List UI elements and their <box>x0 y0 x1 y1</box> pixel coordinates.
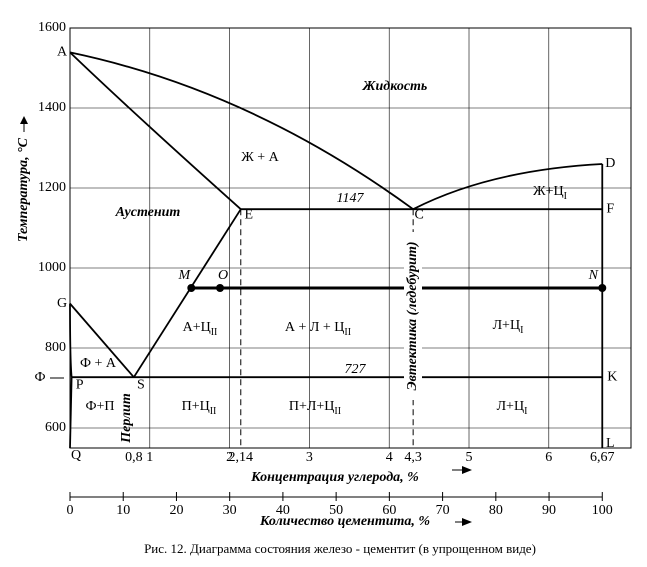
region-label: Ж+ЦI <box>533 184 567 202</box>
region-text: Ж+Ц <box>533 184 564 199</box>
arrow-head <box>20 116 28 124</box>
region-subscript: II <box>334 406 341 417</box>
rotated-label: Эвтектика (ледебурит) <box>405 242 420 391</box>
point-label: S <box>137 377 145 392</box>
x-tick-label: 4 <box>386 450 393 465</box>
x-tick-label: 4,3 <box>404 450 422 465</box>
x-tick-label: 6 <box>545 450 552 465</box>
x2-tick-label: 80 <box>489 503 503 518</box>
arrow-head <box>462 518 472 526</box>
region-text: Ф+П <box>85 399 114 414</box>
region-text: Аустенит <box>115 205 181 220</box>
region-text: П+Ц <box>182 399 210 414</box>
region-label: Ж + А <box>241 150 279 165</box>
point-label: O <box>218 268 228 283</box>
x2-tick-label: 20 <box>169 503 183 518</box>
region-text: Л+Ц <box>493 318 521 333</box>
point-label: G <box>57 296 67 311</box>
y-tick-label: 1600 <box>38 20 66 35</box>
point-label: L <box>606 436 615 451</box>
region-text: Ф <box>34 370 45 385</box>
phase-curve <box>69 51 242 210</box>
x-tick-label: 0,8 <box>125 450 143 465</box>
region-label: Л+ЦI <box>497 399 528 417</box>
region-subscript: II <box>210 406 217 417</box>
arrow-head <box>462 466 472 474</box>
phase-line <box>69 303 135 378</box>
point-label: K <box>607 369 617 384</box>
phase-curve <box>69 303 73 378</box>
point-label: F <box>606 201 614 216</box>
point-label: P <box>76 377 84 392</box>
x2-tick-label: 60 <box>382 503 396 518</box>
phase-curve <box>412 163 603 211</box>
x2-tick-label: 100 <box>592 503 613 518</box>
x-tick-label: 1 <box>146 450 153 465</box>
region-subscript: II <box>344 327 351 338</box>
point-label: C <box>414 207 423 222</box>
x2-tick-label: 10 <box>116 503 130 518</box>
temperature-label: 1147 <box>337 191 365 206</box>
region-label: Ф <box>34 370 45 385</box>
point-dot <box>598 284 607 292</box>
point-label: D <box>605 156 615 171</box>
phase-line <box>69 377 73 449</box>
region-label: П+Л+ЦII <box>289 399 341 417</box>
region-label: Л+ЦI <box>493 318 524 336</box>
region-subscript: I <box>520 325 523 336</box>
point-dot <box>187 284 196 292</box>
x-tick-label: 3 <box>306 450 313 465</box>
caption: Рис. 12. Диаграмма состояния железо - це… <box>144 541 536 556</box>
point-label: Q <box>71 448 81 463</box>
label-bg <box>404 232 422 400</box>
x2-axis-label: Количество цементита, % <box>259 514 430 529</box>
x-tick-label: 2 <box>226 450 233 465</box>
point-label: A <box>57 45 68 60</box>
phase-line <box>133 208 242 378</box>
region-subscript: II <box>211 327 218 338</box>
x2-tick-label: 90 <box>542 503 556 518</box>
region-text: Л+Ц <box>497 399 525 414</box>
x2-tick-label: 30 <box>223 503 237 518</box>
y-axis-label: Температура, °C <box>16 137 31 242</box>
point-dot <box>216 284 225 292</box>
region-label: А + Л + ЦII <box>285 320 351 338</box>
y-tick-label: 1400 <box>38 100 66 115</box>
region-label: Жидкость <box>362 79 428 94</box>
x2-tick-label: 40 <box>276 503 290 518</box>
region-text: А+Ц <box>183 320 211 335</box>
y-tick-label: 1000 <box>38 260 66 275</box>
region-label: П+ЦII <box>182 399 217 417</box>
region-subscript: I <box>524 406 527 417</box>
rotated-label: Перлит <box>119 393 134 444</box>
point-label: M <box>177 268 191 283</box>
region-text: А + Л + Ц <box>285 320 345 335</box>
x2-tick-label: 50 <box>329 503 343 518</box>
y-tick-label: 1200 <box>38 180 66 195</box>
temperature-label: 727 <box>345 362 367 377</box>
region-text: Ф + А <box>80 356 117 371</box>
x-axis-label: Концентрация углерода, % <box>250 470 419 485</box>
y-tick-label: 800 <box>45 340 66 355</box>
x-tick-label: 5 <box>466 450 473 465</box>
region-text: Жидкость <box>362 79 428 94</box>
point-label: N <box>588 268 599 283</box>
region-label: Аустенит <box>115 205 181 220</box>
region-subscript: I <box>564 191 567 202</box>
x2-tick-label: 70 <box>436 503 450 518</box>
x2-tick-label: 0 <box>67 503 74 518</box>
region-label: А+ЦII <box>183 320 218 338</box>
y-tick-label: 600 <box>45 420 66 435</box>
point-label: E <box>244 207 253 222</box>
region-label: Ф+П <box>85 399 114 414</box>
x-tick-label: 2,14 <box>229 450 254 465</box>
region-label: Ф + А <box>80 356 117 371</box>
phase-curve <box>69 51 414 210</box>
region-text: Ж + А <box>241 150 279 165</box>
plot-frame <box>69 27 632 449</box>
x-tick-label: 6,67 <box>590 450 615 465</box>
region-text: П+Л+Ц <box>289 399 335 414</box>
